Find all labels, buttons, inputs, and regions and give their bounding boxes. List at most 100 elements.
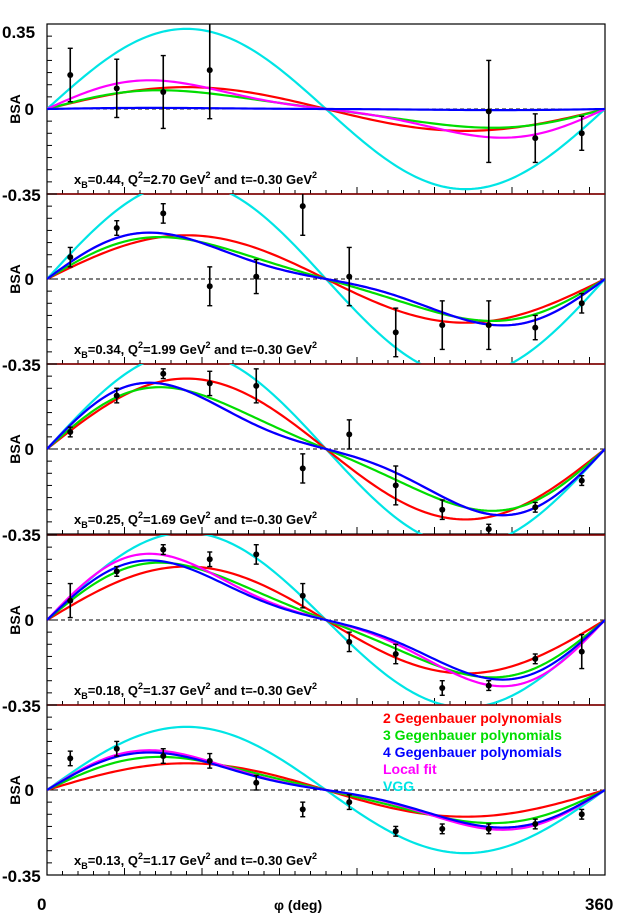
data-point xyxy=(206,757,213,764)
legend-entry-local: Local fit xyxy=(383,761,437,777)
data-point xyxy=(253,779,260,786)
data-point xyxy=(206,380,213,387)
curves xyxy=(47,725,605,855)
data-point xyxy=(578,130,585,137)
curves xyxy=(47,194,605,364)
x-tick-max: 360 xyxy=(585,895,613,914)
data-point xyxy=(160,89,167,95)
data-point xyxy=(346,799,353,806)
legend-entry-vgg: VGG xyxy=(383,778,414,794)
data-point xyxy=(299,806,306,813)
data-point xyxy=(113,225,120,231)
panel-4: 0 -0.35 BSA xB=0.18, Q2=1.37 GeV2 and t=-0.… xyxy=(2,534,606,716)
y-tick-zero: 0 xyxy=(25,611,34,630)
data-point xyxy=(485,526,492,533)
data-point xyxy=(253,382,260,389)
data-point xyxy=(206,283,213,290)
data-points xyxy=(67,368,585,534)
panels-group: 0 -0.35 BSA xB=0.44, Q2=2.70 GeV2 and t=-0.… xyxy=(2,23,606,886)
data-point xyxy=(299,203,306,210)
data-point xyxy=(485,322,492,329)
data-point xyxy=(206,556,213,563)
data-point xyxy=(206,67,213,74)
x-tick-min: 0 xyxy=(37,895,46,914)
data-point xyxy=(578,300,585,307)
data-point xyxy=(67,254,74,261)
curve-g4 xyxy=(47,751,605,829)
y-axis-label: BSA xyxy=(7,434,23,464)
data-point xyxy=(532,655,539,662)
y-tick-zero: 0 xyxy=(25,100,34,119)
data-point xyxy=(299,465,306,472)
data-point xyxy=(392,329,399,336)
data-point xyxy=(485,825,492,832)
y-axis-label: BSA xyxy=(7,94,23,124)
data-point xyxy=(299,592,306,599)
data-point xyxy=(113,745,120,752)
data-point xyxy=(439,322,446,329)
y-tick-bottom: -0.35 xyxy=(2,697,41,716)
panel-3: 0 -0.35 BSA xB=0.25, Q2=1.69 GeV2 and t=-0.… xyxy=(2,363,606,545)
data-point xyxy=(253,551,260,558)
data-point xyxy=(113,85,120,92)
data-point xyxy=(160,753,167,759)
data-point xyxy=(113,392,120,399)
legend-entry-g4: 4 Gegenbauer polynomials xyxy=(383,744,562,760)
curve-g4 xyxy=(47,106,605,112)
data-point xyxy=(578,648,585,655)
data-point xyxy=(439,506,446,513)
data-points xyxy=(67,24,585,164)
data-point xyxy=(392,828,399,835)
data-points xyxy=(67,544,585,696)
data-point xyxy=(532,504,539,511)
y-tick-zero: 0 xyxy=(25,440,34,459)
y-tick-top: 0.35 xyxy=(2,23,35,42)
data-point xyxy=(346,273,353,280)
data-point xyxy=(160,210,167,217)
y-axis-label: BSA xyxy=(7,775,23,805)
kinematics-label: xB=0.18, Q2=1.37 GeV2 and t=-0.30 GeV2 xyxy=(74,681,317,701)
data-points xyxy=(67,194,585,358)
kinematics-label: xB=0.13, Q2=1.17 GeV2 and t=-0.30 GeV2 xyxy=(74,851,317,871)
panel-5: 0 -0.35 BSA xB=0.13, Q2=1.17 GeV2 and t=-0.… xyxy=(2,704,606,886)
data-point xyxy=(532,135,539,142)
data-point xyxy=(392,651,399,657)
y-axis-label: BSA xyxy=(7,264,23,294)
y-tick-zero: 0 xyxy=(25,781,34,800)
data-point xyxy=(67,429,74,435)
data-point xyxy=(160,546,167,553)
panel-2: 0 -0.35 BSA xB=0.34, Q2=1.99 GeV2 and t=-0.… xyxy=(2,193,606,375)
kinematics-label: xB=0.44, Q2=2.70 GeV2 and t=-0.30 GeV2 xyxy=(74,170,317,190)
data-point xyxy=(392,482,399,489)
curve-g4 xyxy=(47,559,605,681)
data-point xyxy=(346,431,353,438)
data-point xyxy=(578,477,585,484)
data-point xyxy=(67,755,74,762)
curves xyxy=(47,364,605,534)
kinematics-label: xB=0.34, Q2=1.99 GeV2 and t=-0.30 GeV2 xyxy=(74,340,317,360)
panel-1: 0 -0.35 BSA xB=0.44, Q2=2.70 GeV2 and t=-0.… xyxy=(2,23,606,205)
y-tick-bottom: -0.35 xyxy=(2,867,41,886)
data-points xyxy=(67,740,585,837)
legend-entry-g3: 3 Gegenbauer polynomials xyxy=(383,727,562,743)
data-point xyxy=(160,370,167,377)
data-point xyxy=(532,821,539,827)
data-point xyxy=(439,685,446,691)
curve-g4 xyxy=(47,231,605,327)
data-point xyxy=(578,811,585,818)
curves xyxy=(47,27,605,191)
y-axis-label: BSA xyxy=(7,605,23,635)
legend-entry-g2: 2 Gegenbauer polynomials xyxy=(383,710,562,726)
data-point xyxy=(346,638,353,645)
data-point xyxy=(439,825,446,832)
y-tick-bottom: -0.35 xyxy=(2,186,41,205)
data-point xyxy=(253,273,260,280)
curves xyxy=(47,535,605,705)
kinematics-label: xB=0.25, Q2=1.69 GeV2 and t=-0.30 GeV2 xyxy=(74,510,317,530)
x-axis-label: φ (deg) xyxy=(274,897,322,913)
y-tick-zero: 0 xyxy=(25,270,34,289)
data-point xyxy=(532,324,539,331)
data-point xyxy=(67,72,74,78)
